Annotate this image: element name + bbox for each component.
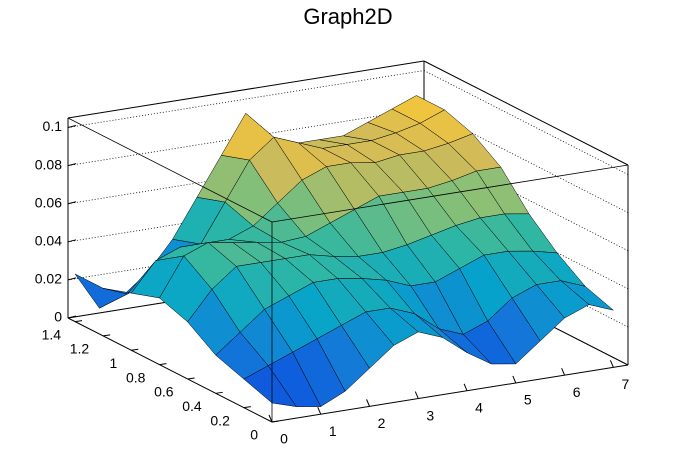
x-tick-label: 7 [621,376,629,392]
chart-title: Graph2D [303,4,392,29]
y-tick [243,406,251,409]
x-tick [609,360,614,368]
x-tick-label: 2 [378,415,386,431]
y-tick [131,348,139,351]
z-tick-label: 0.08 [35,156,62,172]
y-tick [103,334,111,337]
x-tick [463,383,468,391]
y-tick [271,420,280,423]
box-edge [67,60,425,119]
x-tick [317,406,322,415]
surface-cell [243,365,297,408]
x-tick-label: 0 [280,431,288,447]
x-tick-label: 1 [329,423,337,439]
y-tick [74,320,83,323]
x-tick-label: 3 [426,407,434,423]
z-tick [67,163,77,167]
x-tick [414,391,419,399]
z-tick [67,125,77,129]
z-tick [67,277,77,281]
y-tick-label: 0.2 [210,412,230,428]
x-tick-label: 4 [475,399,483,415]
box-edge [67,117,273,223]
z-tick-label: 0 [54,309,62,325]
y-tick [187,377,195,380]
y-tick-label: 0 [250,427,258,443]
z-tick-label: 0.1 [43,118,63,134]
grid-line [67,70,425,128]
y-tick-label: 0.4 [182,398,202,414]
y-tick-label: 0.8 [126,369,146,385]
z-tick-label: 0.04 [35,233,62,249]
x-tick [561,367,566,376]
z-tick [67,239,77,243]
z-tick-label: 0.06 [35,194,62,210]
grid-line [423,108,629,213]
y-tick-label: 0.6 [154,384,174,400]
y-tick [215,391,223,394]
x-tick-label: 5 [524,392,532,408]
box-edge [423,60,629,166]
y-tick-label: 1 [110,355,118,371]
y-tick-label: 1.2 [70,341,90,357]
x-tick-label: 6 [573,384,581,400]
x-tick [366,399,370,407]
grid-line [423,146,629,252]
x-tick [268,414,273,423]
z-tick-label: 0.02 [35,271,62,287]
box-edge [271,364,629,423]
z-tick [67,201,77,205]
box-edge [67,317,273,423]
grid-line [423,70,629,175]
y-tick-label: 1.4 [42,326,62,342]
x-tick [512,375,517,384]
box-edge [271,164,629,223]
y-tick [159,363,167,366]
z-tick [67,315,77,319]
